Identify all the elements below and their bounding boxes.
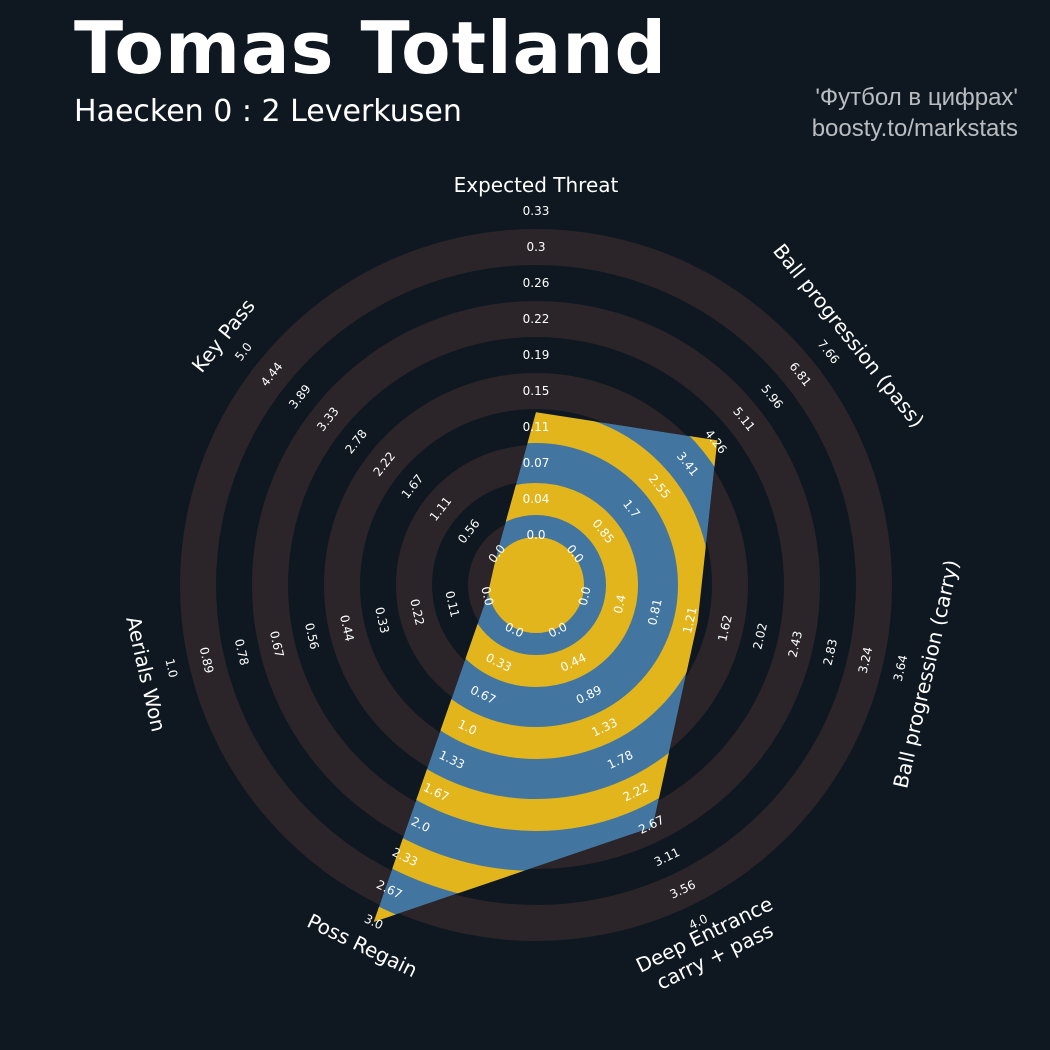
tick-label: 1.21	[680, 606, 700, 635]
tick-label: 0.78	[232, 638, 252, 667]
tick-label: 0.33	[372, 606, 392, 635]
tick-label: 0.22	[407, 598, 427, 627]
param-label: Expected Threat	[454, 173, 619, 197]
tick-label: 3.24	[856, 646, 876, 675]
credit-line-1: 'Футбол в цифрах'	[815, 84, 1018, 111]
tick-label: 2.02	[750, 622, 770, 651]
tick-label: 0.19	[523, 348, 550, 362]
tick-label: 0.44	[337, 614, 357, 643]
tick-label: 0.89	[197, 646, 217, 675]
tick-label: 2.43	[786, 630, 806, 659]
tick-label: 0.0	[526, 528, 545, 542]
value-band	[373, 412, 718, 831]
tick-label: 1.0	[162, 657, 180, 679]
page-title: Tomas Totland	[74, 6, 668, 90]
tick-label: 0.22	[523, 312, 550, 326]
tick-label: 0.11	[523, 420, 550, 434]
tick-label: 0.0	[576, 585, 594, 607]
credits: 'Футбол в цифрах' boosty.to/markstats	[812, 82, 1018, 144]
tick-label: 0.81	[645, 598, 665, 627]
tick-label: 3.64	[891, 654, 911, 683]
tick-label: 0.67	[267, 630, 287, 659]
tick-label: 0.4	[611, 593, 629, 615]
tick-label: 0.33	[523, 204, 550, 218]
tick-label: 0.0	[478, 585, 496, 607]
tick-label: 0.04	[523, 492, 550, 506]
value-band	[488, 537, 584, 633]
tick-label: 0.15	[523, 384, 550, 398]
tick-label: 0.07	[523, 456, 550, 470]
tick-label: 0.11	[442, 590, 462, 619]
match-subtitle: Haecken 0 : 2 Leverkusen	[74, 94, 462, 129]
tick-label: 0.3	[526, 240, 545, 254]
tick-label: 0.26	[523, 276, 550, 290]
tick-label: 2.83	[821, 638, 841, 667]
tick-label: 1.62	[715, 614, 735, 643]
credit-line-2: boosty.to/markstats	[811, 115, 1018, 142]
tick-label: 0.56	[302, 622, 322, 651]
